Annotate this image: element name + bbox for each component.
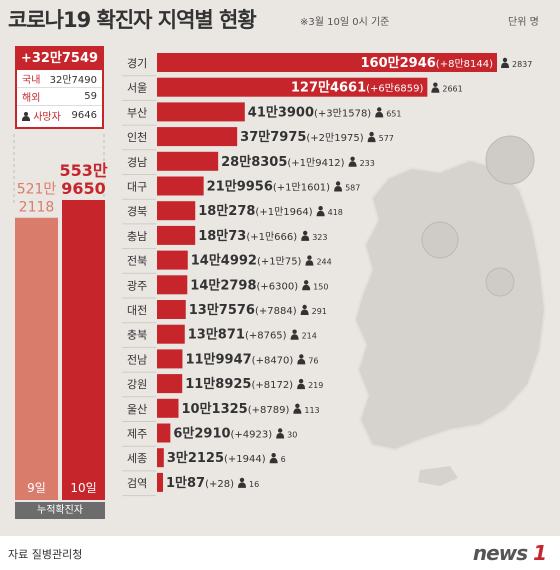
domestic-value: 32만7490 — [49, 75, 97, 86]
deaths-value: 9646 — [71, 109, 97, 121]
cumulative-label: 누적확진자 — [15, 502, 105, 519]
date-note: ※3월 10일 0시 기준 — [300, 17, 390, 28]
overseas-label: 해외 — [22, 93, 41, 104]
unit-label: 단위 명 — [508, 17, 539, 28]
deaths-label: 사망자 — [33, 111, 61, 123]
person-icon — [22, 111, 30, 121]
domestic-label: 국내 — [22, 75, 41, 86]
overseas-value: 59 — [84, 91, 97, 102]
summary-box: +32만7549 국내 32만7490 해외 59 사망자 9646 — [15, 46, 104, 129]
deaths-row: 사망자 9646 — [17, 106, 102, 124]
news1-logo: news 1 — [472, 541, 547, 565]
domestic-row: 국내 32만7490 — [17, 70, 102, 88]
source-label: 자료 질병관리청 — [8, 548, 83, 561]
footer: 자료 질병관리청 news 1 — [0, 536, 560, 570]
total-new-cases: +32만7549 — [17, 48, 102, 70]
page-title: 코로나19 확진자 지역별 현황 — [8, 8, 257, 32]
overseas-row: 해외 59 — [17, 88, 102, 106]
